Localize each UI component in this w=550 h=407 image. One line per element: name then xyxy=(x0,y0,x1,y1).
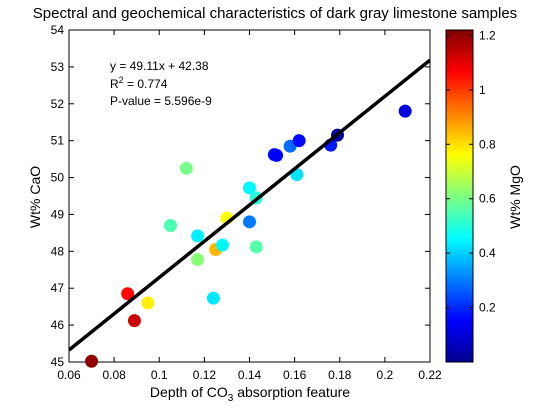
data-point xyxy=(243,181,256,195)
data-point xyxy=(249,240,263,254)
x-tick-label: 0.1 xyxy=(151,368,168,382)
y-tick-label: 45 xyxy=(51,355,65,369)
r-squared-symbol: R xyxy=(110,77,119,91)
colorbar-tick-label: 1.2 xyxy=(479,28,496,42)
data-point xyxy=(121,287,135,301)
x-tick-label: 0.12 xyxy=(193,368,217,382)
data-point xyxy=(127,314,141,328)
regression-line xyxy=(69,58,430,352)
data-point xyxy=(85,354,99,368)
y-tick-label: 49 xyxy=(51,207,65,221)
y-tick-label: 48 xyxy=(51,244,65,258)
x-axis: 0.06 0.08 0.1 0.12 0.14 0.16 0.18 0.2 0.22 xyxy=(57,30,442,382)
data-point xyxy=(398,104,412,118)
p-value-label: P-value = 5.596e-9 xyxy=(110,94,212,108)
chart-title: Spectral and geochemical characteristics… xyxy=(33,5,517,22)
x-tick-label: 0.06 xyxy=(57,368,81,382)
data-point xyxy=(191,252,205,266)
r-squared-superscript: 2 xyxy=(119,75,124,85)
colorbar-tick-label: 0.8 xyxy=(479,137,496,151)
colorbar-ticks: 0.2 0.4 0.6 0.8 1 1.2 xyxy=(446,28,496,315)
colorbar-tick-label: 0.6 xyxy=(479,192,496,206)
x-tick-label: 0.18 xyxy=(328,368,352,382)
x-axis-label-prefix: Depth of CO xyxy=(150,384,228,400)
y-tick-label: 46 xyxy=(51,318,65,332)
data-point xyxy=(243,215,256,229)
plot-area xyxy=(68,29,431,363)
y-tick-label: 51 xyxy=(51,134,65,148)
data-point xyxy=(206,291,220,305)
y-tick-label: 47 xyxy=(51,281,65,295)
colorbar-label: Wt% MgO xyxy=(507,165,523,229)
y-tick-label: 52 xyxy=(51,97,65,111)
y-axis-label: Wt% CaO xyxy=(27,166,43,228)
y-tick-label: 50 xyxy=(51,171,65,185)
colorbar-tick-label: 0.4 xyxy=(479,246,496,260)
x-tick-label: 0.16 xyxy=(283,368,307,382)
r-squared-value: = 0.774 xyxy=(124,77,168,91)
r-squared-label: R2 = 0.774 xyxy=(110,75,168,91)
colorbar xyxy=(445,29,474,363)
x-axis-label: Depth of CO3 absorption feature xyxy=(150,384,350,404)
colorbar-tick-label: 1 xyxy=(479,83,486,97)
data-point xyxy=(179,161,193,175)
data-point xyxy=(215,238,229,252)
data-point xyxy=(292,134,306,148)
y-tick-label: 54 xyxy=(51,23,65,37)
x-axis-label-subscript: 3 xyxy=(228,393,234,404)
equation-label: y = 49.11x + 42.38 xyxy=(110,59,209,73)
data-point xyxy=(164,219,178,233)
x-axis-label-suffix: absorption feature xyxy=(233,384,350,400)
colorbar-tick-label: 0.2 xyxy=(479,301,496,315)
data-point xyxy=(141,296,155,310)
data-point xyxy=(191,229,205,243)
y-axis: 45 46 47 48 49 50 51 52 53 54 xyxy=(51,23,430,369)
x-tick-label: 0.22 xyxy=(418,368,442,382)
y-tick-label: 53 xyxy=(51,60,65,74)
x-tick-label: 0.2 xyxy=(377,368,394,382)
x-tick-label: 0.08 xyxy=(102,368,126,382)
data-point xyxy=(270,148,284,162)
x-tick-label: 0.14 xyxy=(238,368,262,382)
